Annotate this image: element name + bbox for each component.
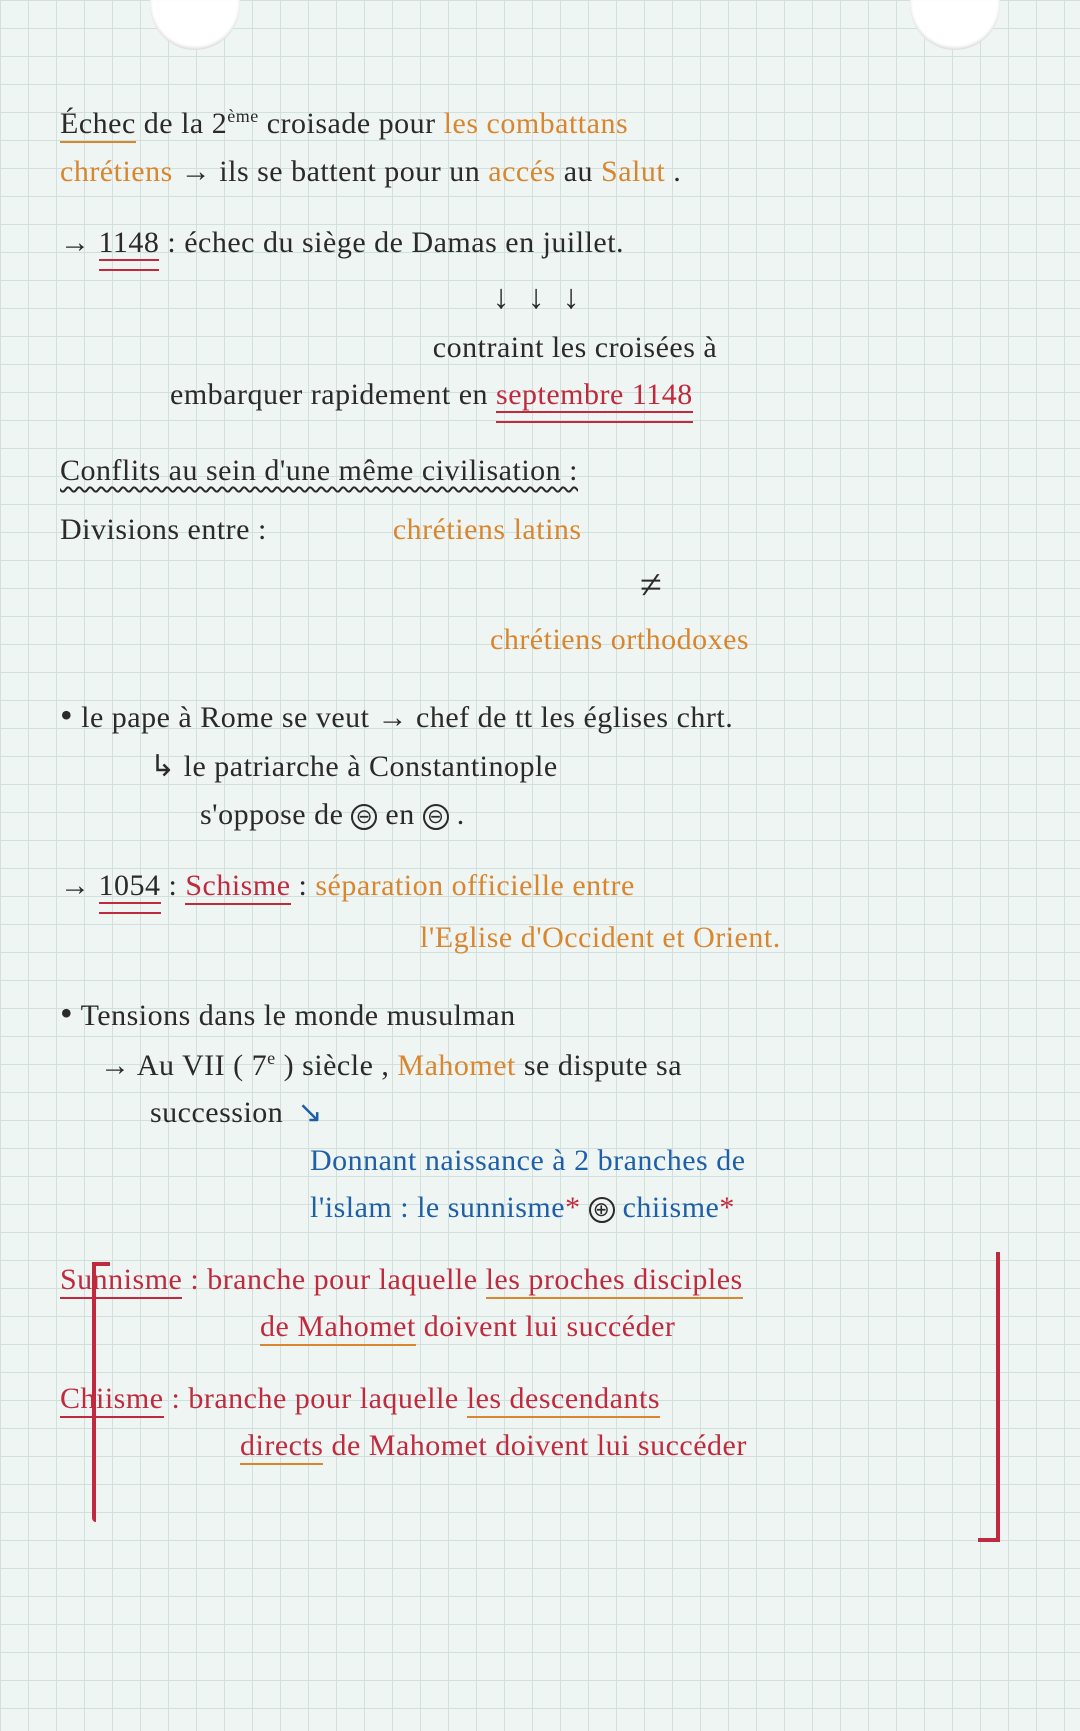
bullet-pape-1: • le pape à Rome se veut → chef de tt le… [60, 689, 1030, 741]
bullet-pape-2: ↳ le patriarche à Constantinople [60, 745, 1030, 789]
notebook-page: Échec de la 2ème croisade pour les comba… [0, 0, 1080, 1731]
line-contraint-1: contraint les croisées à [60, 326, 1030, 370]
heading-conflits: Conflits au sein d'une même civilisation… [60, 449, 1030, 493]
superscript-eme: ème [227, 106, 258, 126]
word-chiisme: Chiisme [60, 1382, 164, 1418]
line-echec-1: Échec de la 2ème croisade pour les comba… [60, 102, 1030, 146]
bullet-tensions-5: l'islam : le sunnisme* ⊕ chiisme* [60, 1186, 1030, 1230]
asterisk-1: * [565, 1191, 581, 1224]
label-chretiens-orthodoxes-row: chrétiens orthodoxes [60, 618, 1030, 662]
date-1054: 1054 [99, 864, 161, 912]
def-sunnisme-1: Sunnisme : branche pour laquelle les pro… [60, 1258, 1030, 1302]
arrow-diag-icon: ↘ [291, 1096, 323, 1129]
def-sunnisme-2: de Mahomet doivent lui succéder [60, 1305, 1030, 1349]
bullet-tensions-4: Donnant naissance à 2 branches de [60, 1139, 1030, 1183]
def-chiisme-1: Chiisme : branche pour laquelle les desc… [60, 1377, 1030, 1421]
def-chiisme-2: directs de Mahomet doivent lui succéder [60, 1424, 1030, 1468]
bullet-tensions-1: • Tensions dans le monde musulman [60, 987, 1030, 1039]
line-contraint-2: embarquer rapidement en septembre 1148 [60, 373, 1030, 421]
symbol-minus-1: ⊖ [351, 804, 377, 830]
symbol-minus-2: ⊖ [423, 804, 449, 830]
asterisk-2: * [719, 1191, 735, 1224]
line-1148: → 1148 : échec du siège de Damas en juil… [60, 221, 1030, 269]
line-divisions: Divisions entre : chrétiens latins [60, 508, 1030, 552]
word-sunnisme: Sunnisme [60, 1263, 182, 1299]
word-mahomet: Mahomet [397, 1049, 515, 1082]
bullet-tensions-3: succession ↘ [60, 1091, 1030, 1135]
line-echec-2: chrétiens → ils se battent pour un accés… [60, 150, 1030, 194]
definitions-block: Sunnisme : branche pour laquelle les pro… [60, 1258, 1030, 1468]
down-arrows: ↓↓↓ [60, 273, 1030, 322]
bullet-tensions-2: → Au VII ( 7e ) siècle , Mahomet se disp… [60, 1044, 1030, 1088]
date-1148: 1148 [99, 221, 160, 269]
bracket-right-icon [978, 1252, 1000, 1542]
line-1054-cont: l'Eglise d'Occident et Orient. [60, 916, 1030, 960]
date-sept-1148: septembre 1148 [496, 373, 693, 421]
label-chretiens-latins: chrétiens latins [393, 513, 582, 546]
word-schisme: Schisme [185, 869, 290, 905]
symbol-plus: ⊕ [589, 1197, 615, 1223]
bracket-left-icon [92, 1262, 110, 1522]
neq-sign-row: ≠ [60, 556, 1030, 614]
word-echec: Échec [60, 107, 136, 143]
bullet-pape-3: s'oppose de ⊖ en ⊖ . [60, 793, 1030, 837]
line-1054: → 1054 : Schisme : séparation officielle… [60, 864, 1030, 912]
